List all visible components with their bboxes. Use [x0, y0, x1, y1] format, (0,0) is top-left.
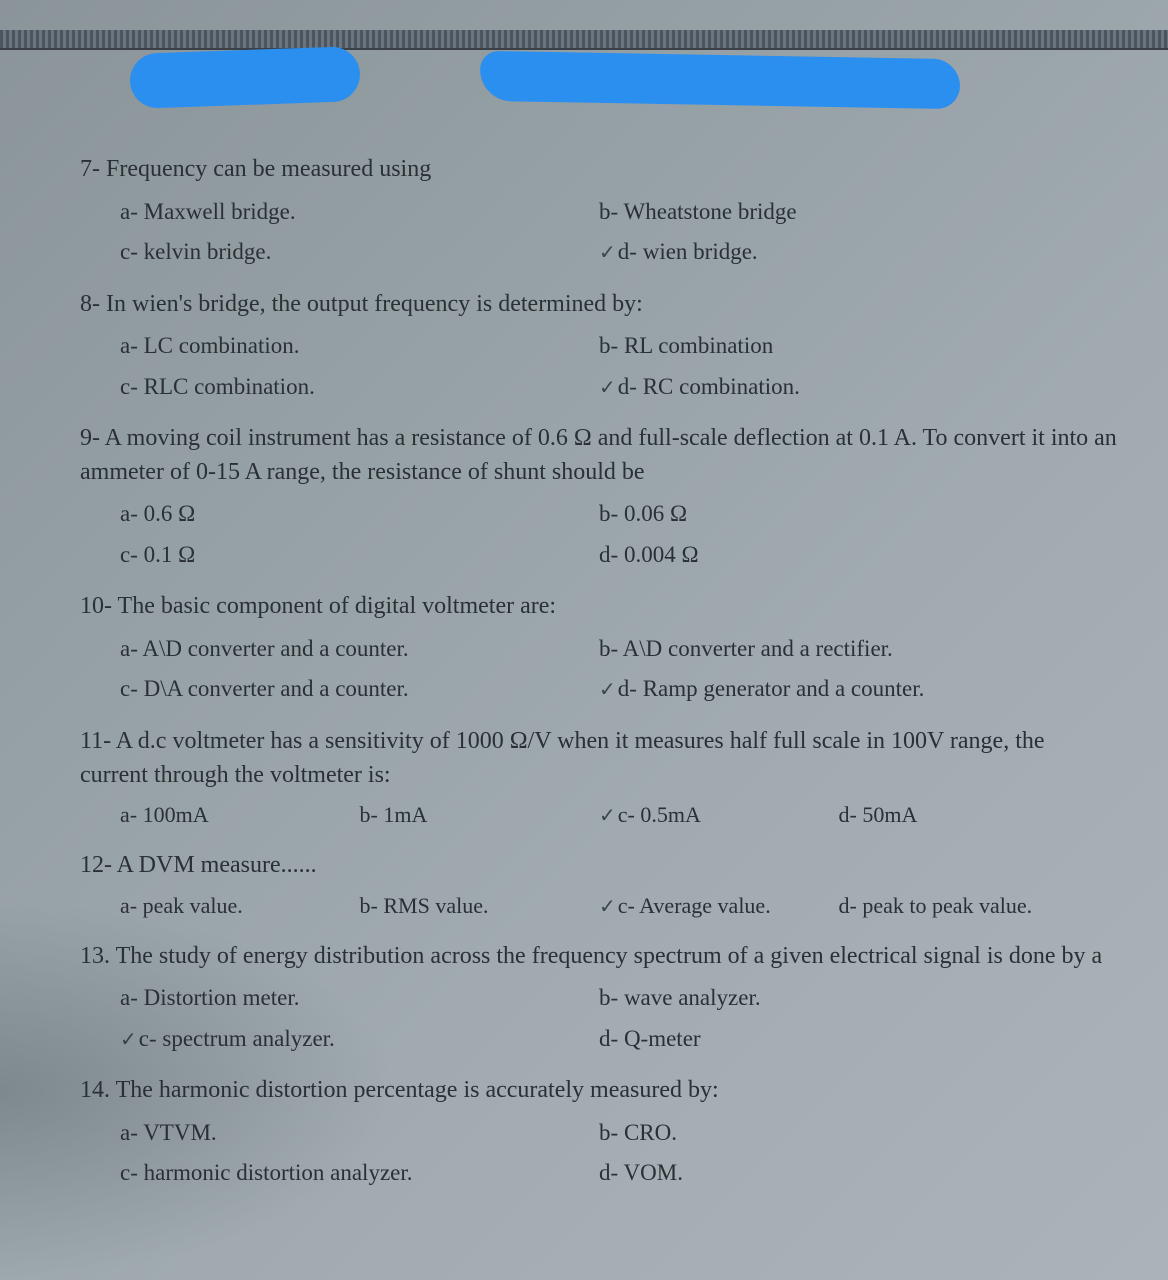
q14-opt-c: c- harmonic distortion analyzer. — [120, 1156, 599, 1191]
question-7: 7- Frequency can be measured using a- Ma… — [80, 153, 1118, 270]
tick-icon: ✓ — [599, 377, 616, 399]
tick-icon: ✓ — [599, 896, 616, 918]
q14-opt-b: b- CRO. — [599, 1116, 1078, 1151]
q11-opt-c: ✓c- 0.5mA — [599, 798, 839, 831]
question-14-text: 14. The harmonic distortion percentage i… — [80, 1074, 1118, 1108]
q9-opt-a: a- 0.6 Ω — [120, 497, 599, 532]
q10-opt-d: ✓d- Ramp generator and a counter. — [599, 672, 1078, 707]
q10-opt-b: b- A\D converter and a rectifier. — [599, 632, 1078, 667]
q11-opt-c-label: c- 0.5mA — [618, 802, 701, 827]
question-9-text: 9- A moving coil instrument has a resist… — [80, 422, 1118, 489]
question-12-text: 12- A DVM measure...... — [80, 849, 1118, 883]
question-12: 12- A DVM measure...... a- peak value. b… — [80, 849, 1118, 922]
q7-opt-d: ✓d- wien bridge. — [599, 235, 1078, 270]
q10-opt-a: a- A\D converter and a counter. — [120, 632, 599, 667]
question-8-text: 8- In wien's bridge, the output frequenc… — [80, 288, 1118, 322]
question-10-options: a- A\D converter and a counter. b- A\D c… — [120, 632, 1118, 707]
q12-opt-c: ✓c- Average value. — [599, 889, 839, 922]
q13-opt-a: a- Distortion meter. — [120, 981, 599, 1016]
question-10-text: 10- The basic component of digital voltm… — [80, 590, 1118, 624]
question-10: 10- The basic component of digital voltm… — [80, 590, 1118, 707]
question-9: 9- A moving coil instrument has a resist… — [80, 422, 1118, 572]
q12-opt-d: d- peak to peak value. — [839, 889, 1079, 922]
q13-opt-d: d- Q-meter — [599, 1022, 1078, 1057]
question-11: 11- A d.c voltmeter has a sensitivity of… — [80, 725, 1118, 831]
question-12-options: a- peak value. b- RMS value. ✓c- Average… — [120, 889, 1118, 922]
q10-opt-d-label: d- Ramp generator and a counter. — [618, 676, 925, 701]
exam-page: 7- Frequency can be measured using a- Ma… — [0, 0, 1168, 1233]
q12-opt-a: a- peak value. — [120, 889, 360, 922]
q12-opt-b: b- RMS value. — [360, 889, 600, 922]
q7-opt-a: a- Maxwell bridge. — [120, 195, 599, 230]
q11-opt-d: d- 50mA — [839, 798, 1079, 831]
question-11-options: a- 100mA b- 1mA ✓c- 0.5mA d- 50mA — [120, 798, 1118, 831]
q14-opt-a: a- VTVM. — [120, 1116, 599, 1151]
q7-opt-c: c- kelvin bridge. — [120, 235, 599, 270]
question-9-options: a- 0.6 Ω b- 0.06 Ω c- 0.1 Ω d- 0.004 Ω — [120, 497, 1118, 572]
q9-opt-d: d- 0.004 Ω — [599, 538, 1078, 573]
q8-opt-d-label: d- RC combination. — [618, 374, 800, 399]
q13-opt-c-label: c- spectrum analyzer. — [139, 1026, 335, 1051]
q14-opt-d: d- VOM. — [599, 1156, 1078, 1191]
blue-scribble-left — [129, 46, 361, 109]
tick-icon: ✓ — [599, 679, 616, 701]
q8-opt-a: a- LC combination. — [120, 329, 599, 364]
question-7-text: 7- Frequency can be measured using — [80, 153, 1118, 187]
q13-opt-c: ✓c- spectrum analyzer. — [120, 1022, 599, 1057]
blue-scribble-right — [480, 51, 961, 109]
question-14: 14. The harmonic distortion percentage i… — [80, 1074, 1118, 1191]
tick-icon: ✓ — [599, 805, 616, 827]
question-8-options: a- LC combination. b- RL combination c- … — [120, 329, 1118, 404]
question-11-text: 11- A d.c voltmeter has a sensitivity of… — [80, 725, 1118, 792]
q9-opt-c: c- 0.1 Ω — [120, 538, 599, 573]
question-7-options: a- Maxwell bridge. b- Wheatstone bridge … — [120, 195, 1118, 270]
tick-icon: ✓ — [599, 242, 616, 264]
question-13: 13. The study of energy distribution acr… — [80, 940, 1118, 1057]
question-14-options: a- VTVM. b- CRO. c- harmonic distortion … — [120, 1116, 1118, 1191]
question-13-options: a- Distortion meter. b- wave analyzer. ✓… — [120, 981, 1118, 1056]
q11-opt-a: a- 100mA — [120, 798, 360, 831]
page-top-border — [0, 30, 1168, 50]
question-8: 8- In wien's bridge, the output frequenc… — [80, 288, 1118, 405]
question-13-text: 13. The study of energy distribution acr… — [80, 940, 1118, 974]
q12-opt-c-label: c- Average value. — [618, 893, 771, 918]
q9-opt-b: b- 0.06 Ω — [599, 497, 1078, 532]
q7-opt-b: b- Wheatstone bridge — [599, 195, 1078, 230]
q10-opt-c: c- D\A converter and a counter. — [120, 672, 599, 707]
q8-opt-b: b- RL combination — [599, 329, 1078, 364]
q7-opt-d-label: d- wien bridge. — [618, 239, 758, 264]
tick-icon: ✓ — [120, 1029, 137, 1051]
q11-opt-b: b- 1mA — [360, 798, 600, 831]
q8-opt-c: c- RLC combination. — [120, 370, 599, 405]
q8-opt-d: ✓d- RC combination. — [599, 370, 1078, 405]
q13-opt-b: b- wave analyzer. — [599, 981, 1078, 1016]
